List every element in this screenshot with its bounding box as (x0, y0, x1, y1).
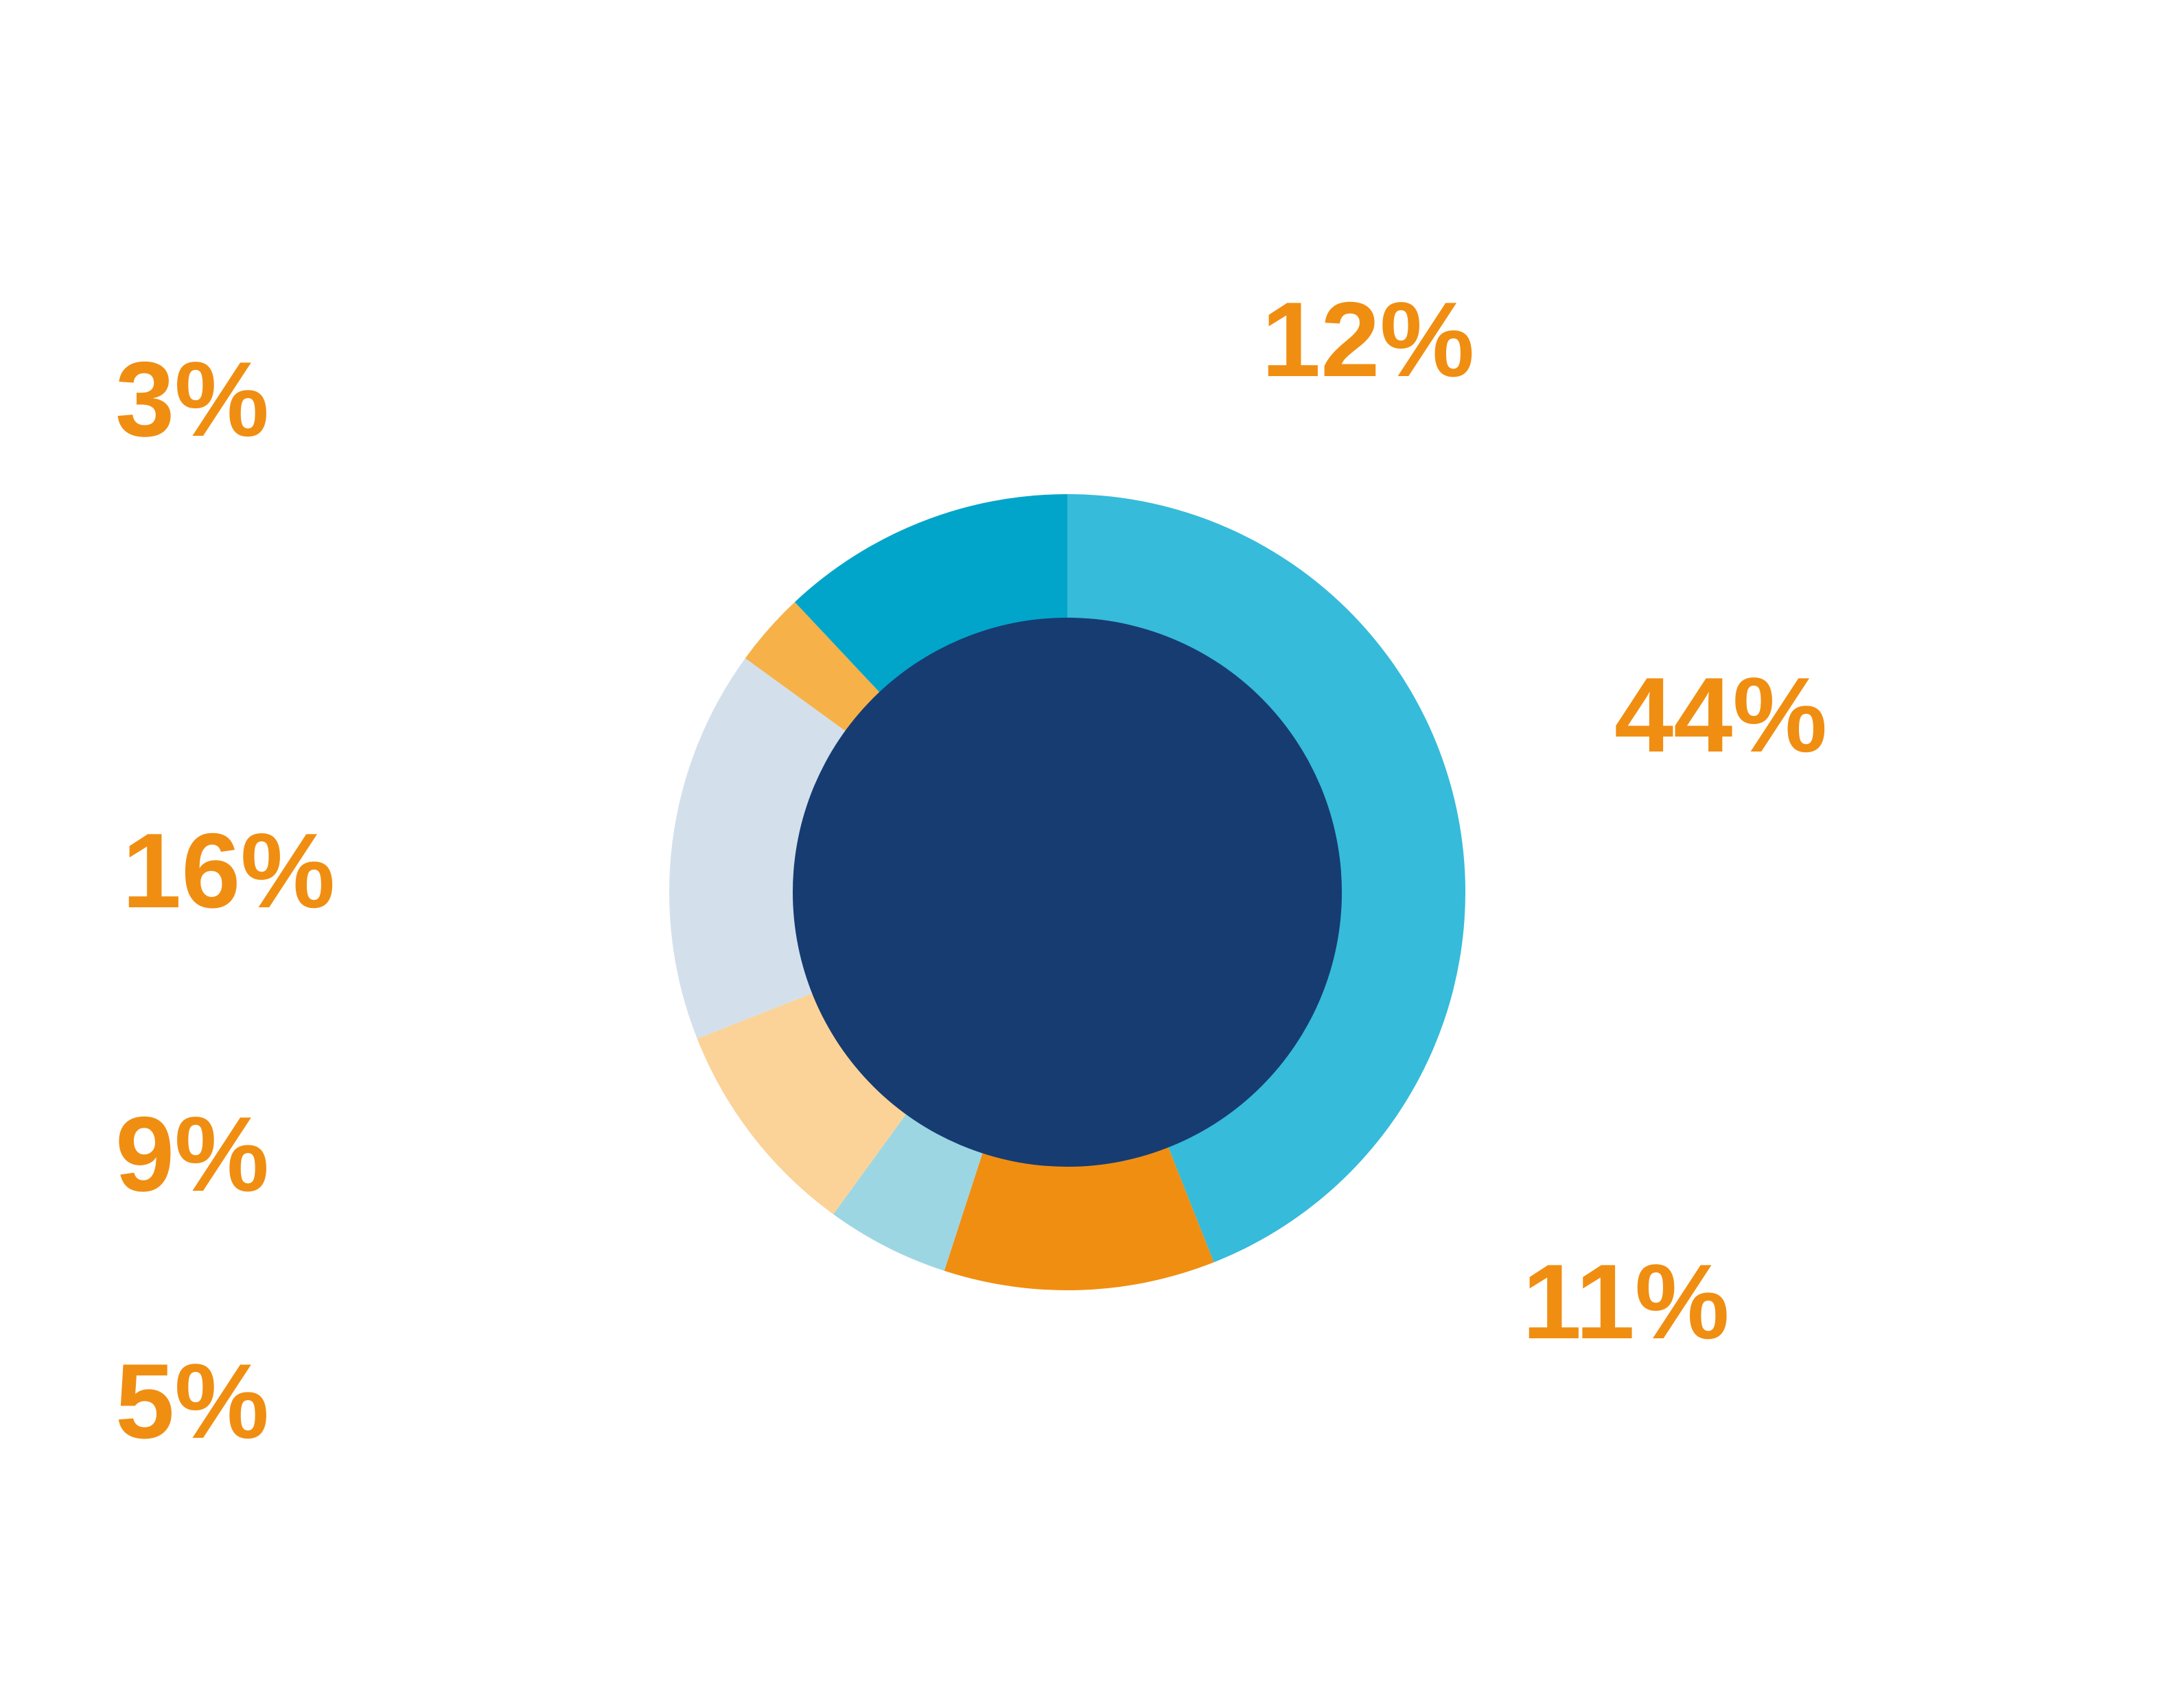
slice-label-12: 12% (1262, 280, 1474, 399)
slice-label-11: 11% (1522, 1242, 1730, 1361)
slice-label-3: 3% (115, 340, 269, 458)
slice-labels: 44% 11% 5% 9% 16% 3% 12% (115, 280, 1827, 1460)
slice-label-44: 44% (1614, 655, 1827, 774)
slice-label-16: 16% (122, 811, 335, 930)
slice-label-5: 5% (115, 1342, 269, 1460)
slice-label-9: 9% (115, 1095, 269, 1213)
donut-center (793, 618, 1342, 1167)
